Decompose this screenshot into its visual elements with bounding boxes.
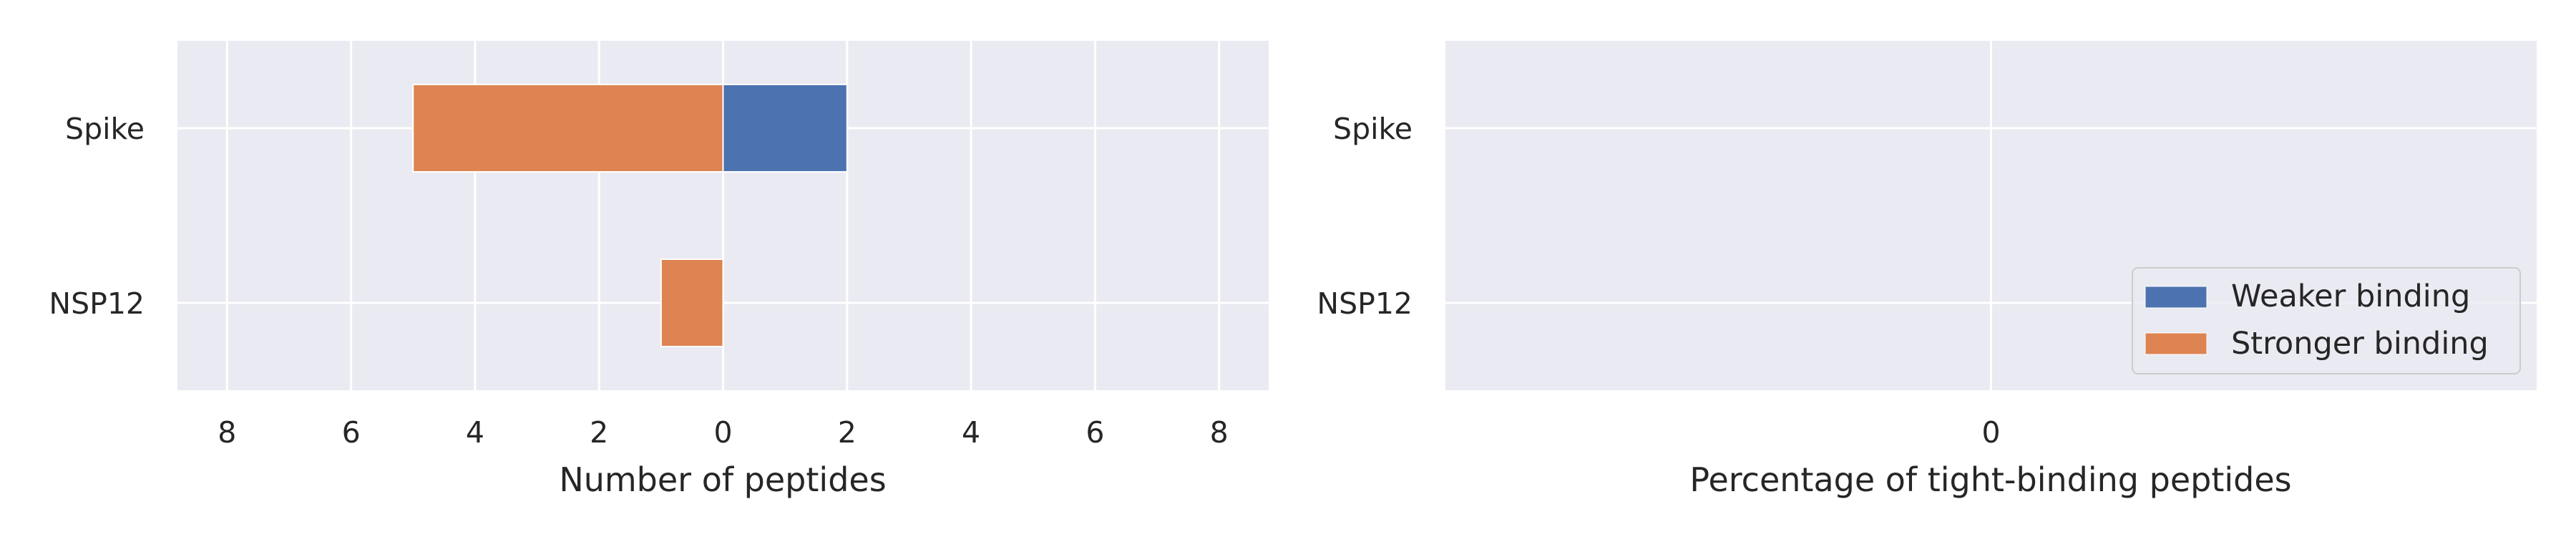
legend-label-stronger: Stronger binding [2231,326,2489,362]
legend-label-weaker: Weaker binding [2231,279,2470,314]
legend: Weaker binding Stronger binding [2132,267,2521,374]
left-x-tick-label: 4 [466,415,484,450]
right-x-tick-label: 0 [1981,415,2000,450]
right-y-tick-label-nsp12: NSP12 [1317,286,1413,321]
legend-frame [2132,267,2521,374]
left-bar-stronger-binding-spike [412,84,724,173]
left-x-axis-label: Number of peptides [559,460,886,499]
left-y-tick-label-nsp12: NSP12 [49,286,145,321]
left-x-tick-label: 6 [1085,415,1104,450]
left-x-tick-label: 8 [218,415,236,450]
tight-binding-percentage-chart: Spike NSP12 0 Percentage of tight-binding… [1317,41,2537,499]
legend-swatch-stronger [2145,332,2207,355]
right-y-tick-label-spike: Spike [1333,112,1413,146]
left-y-tick-labels: Spike NSP12 [49,112,145,321]
left-x-tick-label: 2 [590,415,608,450]
left-x-tick-label: 2 [838,415,857,450]
left-x-tick-label: 6 [342,415,361,450]
left-bar-stronger-binding-nsp12 [660,258,724,347]
peptide-count-chart: Spike NSP12 8 6 4 2 0 2 4 6 8 Number of peptides [49,41,1269,499]
right-x-axis-label: Percentage of tight-binding peptides [1689,460,2291,499]
left-bars [412,84,848,347]
left-x-tick-label: 0 [713,415,732,450]
left-bar-weaker-binding-spike [722,84,848,173]
left-y-tick-label-spike: Spike [65,112,145,146]
left-x-tick-label: 4 [962,415,980,450]
right-x-tick-labels: 0 [1981,415,2000,450]
left-x-tick-label: 8 [1210,415,1229,450]
legend-swatch-weaker [2145,286,2207,309]
right-y-tick-labels: Spike NSP12 [1317,112,1413,321]
left-x-tick-labels: 8 6 4 2 0 2 4 6 8 [218,415,1228,450]
